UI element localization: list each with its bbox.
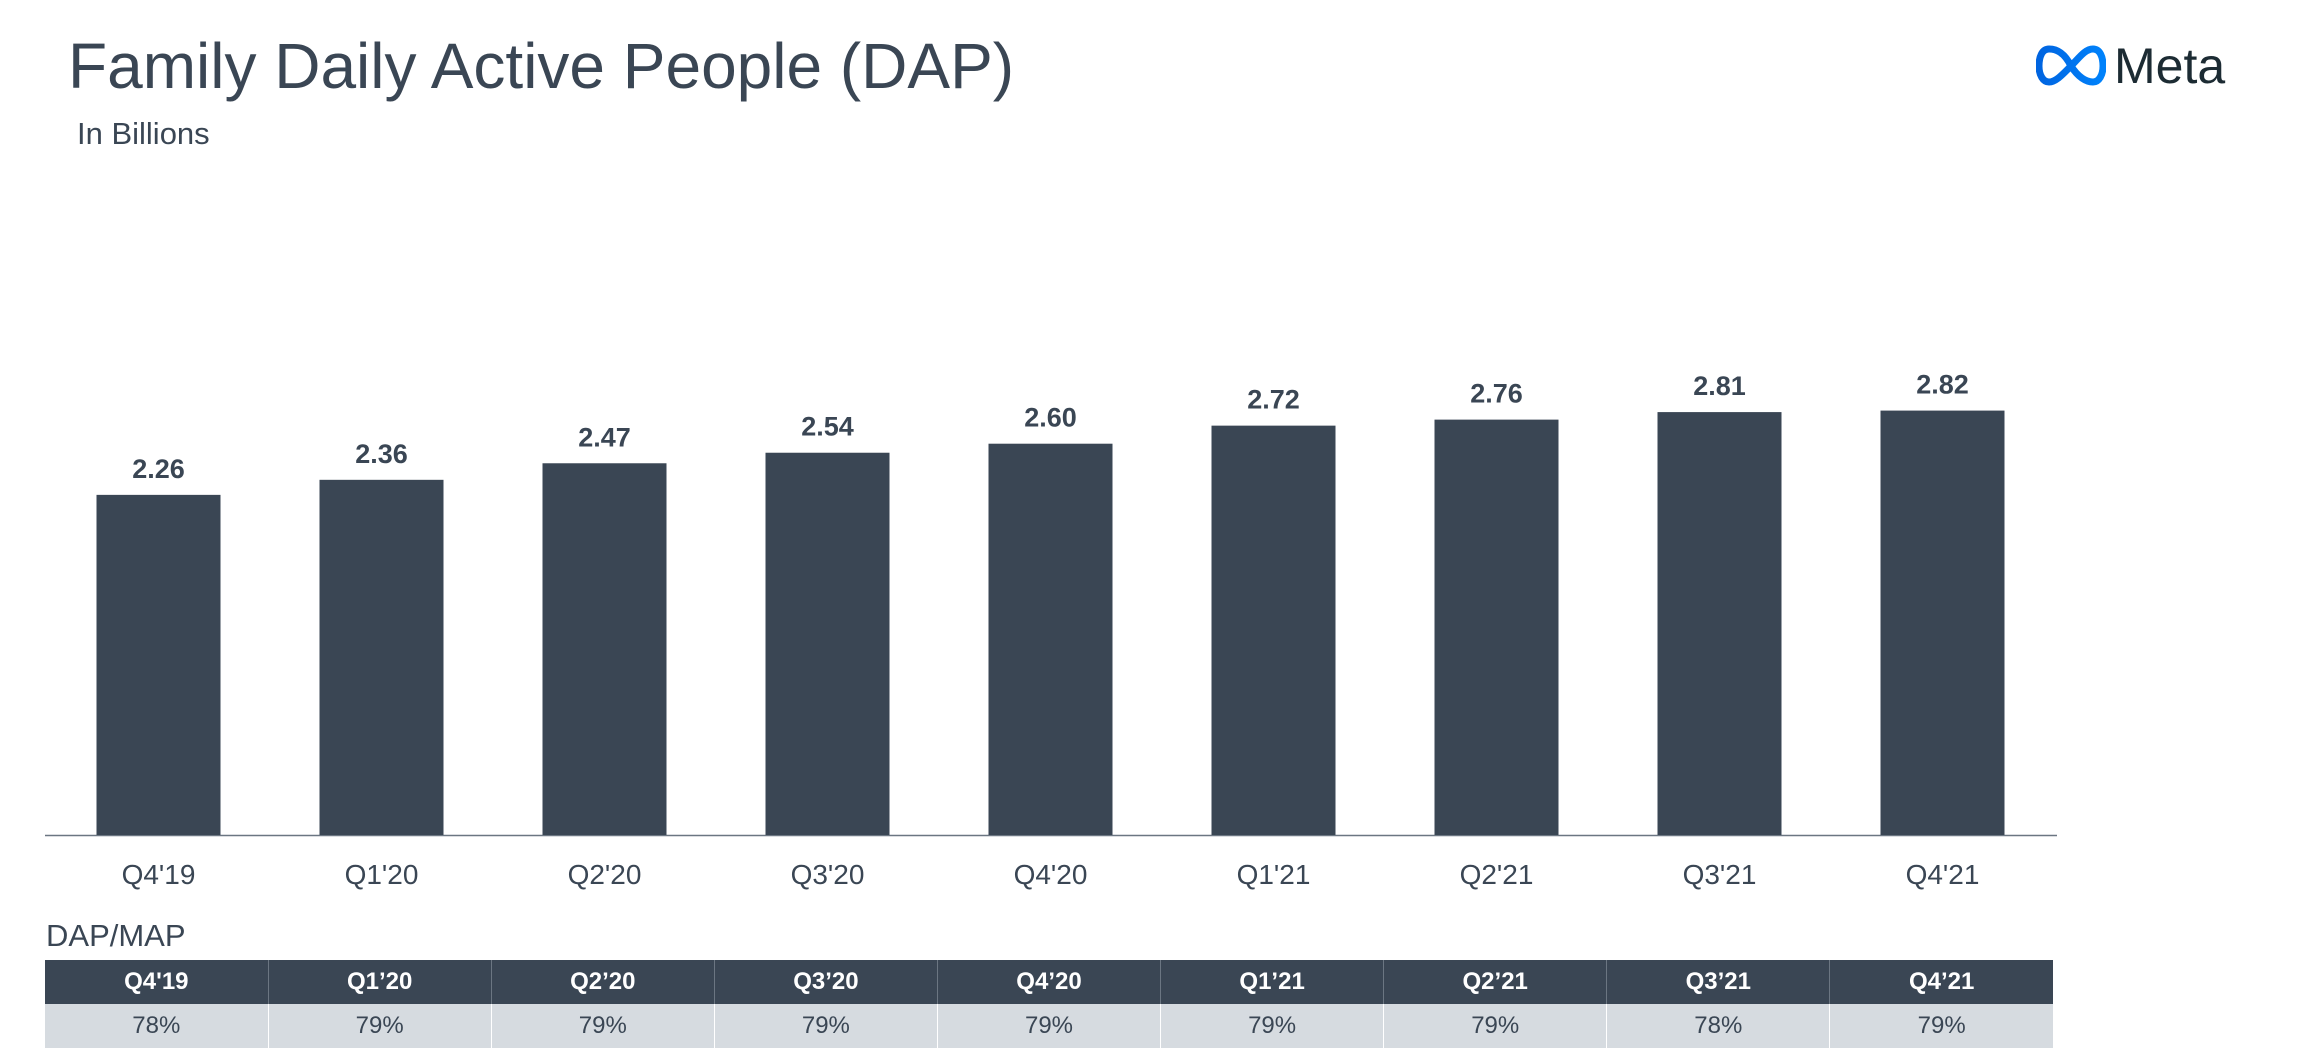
data-label: 2.47	[578, 422, 631, 452]
table-header-cell: Q3’20	[714, 960, 938, 1004]
table-cell: 79%	[1383, 1004, 1608, 1048]
x-tick-label: Q1'20	[345, 859, 419, 890]
table-cell: 79%	[268, 1004, 492, 1048]
bar-Q1'20	[319, 479, 444, 835]
table-cell: 78%	[45, 1004, 269, 1048]
data-label: 2.26	[132, 454, 185, 484]
bar-Q3'20	[765, 452, 890, 835]
data-label: 2.36	[355, 439, 408, 469]
x-tick-label: Q1'21	[1237, 859, 1311, 890]
data-label: 2.76	[1470, 379, 1523, 409]
table-header-cell: Q4'19	[45, 960, 269, 1004]
x-tick-label: Q3'21	[1683, 859, 1757, 890]
table-header-cell: Q4’20	[937, 960, 1162, 1004]
table-cell: 79%	[491, 1004, 715, 1048]
dap-map-table: Q4'19 Q1’20 Q2’20 Q3’20 Q4’20 Q1’21 Q2’21 Q3’21…	[45, 960, 2053, 1048]
bar-Q4'20	[988, 443, 1113, 835]
meta-infinity-logo-icon	[2036, 45, 2106, 86]
bar-chart: 2.26 Q4'19 2.36 Q1'20 2.47 Q2'20 2.54 Q3'20 2.60…	[45, 370, 2057, 890]
data-label: 2.82	[1916, 370, 1969, 400]
table-cell: 79%	[937, 1004, 1162, 1048]
table-header-cell: Q1’20	[268, 960, 492, 1004]
table-header-cell: Q2’20	[491, 960, 715, 1004]
table-header-cell: Q1’21	[1160, 960, 1385, 1004]
table-cell: 79%	[1829, 1004, 2053, 1048]
data-label: 2.54	[801, 412, 854, 442]
table-cell: 79%	[714, 1004, 938, 1048]
table-cell: 79%	[1160, 1004, 1385, 1048]
bar-Q2'20	[542, 463, 667, 835]
chart-subtitle: In Billions	[77, 116, 210, 151]
x-tick-label: Q4'20	[1014, 859, 1088, 890]
x-tick-label: Q2'21	[1460, 859, 1534, 890]
bar-Q4'19	[96, 494, 221, 835]
table-header-cell: Q2’21	[1383, 960, 1608, 1004]
data-label: 2.60	[1024, 403, 1077, 433]
x-tick-label: Q3'20	[791, 859, 865, 890]
table-header-row: Q4'19 Q1’20 Q2’20 Q3’20 Q4’20 Q1’21 Q2’21 Q3’21…	[45, 960, 2053, 1004]
chart-title: Family Daily Active People (DAP)	[68, 30, 1015, 102]
data-label: 2.81	[1693, 371, 1746, 401]
x-tick-label: Q4'21	[1906, 859, 1980, 890]
bar-Q4'21	[1880, 410, 2005, 835]
bar-Q3'21	[1657, 412, 1782, 835]
meta-logo-text: Meta	[2114, 38, 2226, 94]
x-tick-label: Q4'19	[122, 859, 196, 890]
dap-map-label: DAP/MAP	[46, 918, 186, 953]
meta-logo: Meta	[2036, 36, 2225, 96]
table-header-cell: Q4’21	[1829, 960, 2053, 1004]
bar-Q1'21	[1211, 425, 1336, 835]
bar-Q2'21	[1434, 419, 1559, 835]
table-header-cell: Q3’21	[1606, 960, 1831, 1004]
data-label: 2.72	[1247, 385, 1300, 415]
table-cell: 78%	[1606, 1004, 1831, 1048]
table-row: 78% 79% 79% 79% 79% 79% 79% 78% 79%	[45, 1004, 2053, 1048]
x-tick-label: Q2'20	[568, 859, 642, 890]
